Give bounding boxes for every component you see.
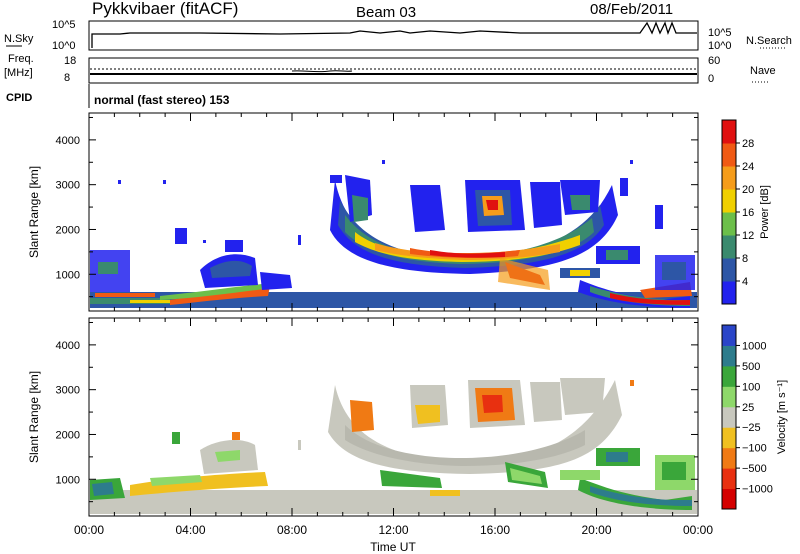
cpid-text: normal (fast stereo) 153 — [94, 93, 230, 107]
colorbar-tick-label: 12 — [742, 230, 754, 242]
y-tick-label: 3000 — [56, 180, 80, 192]
colorbar-segment — [722, 281, 736, 305]
colorbar-tick-label: −100 — [742, 443, 767, 455]
colorbar-segment — [722, 468, 736, 490]
y-tick-label: 1000 — [56, 269, 80, 281]
nsky-tick-low: 10^0 — [52, 40, 76, 52]
power-panel: Slant Range [km] 1000 2000 3000 4000 4 8 12 16… — [27, 112, 771, 312]
nave-label: Nave — [750, 65, 776, 77]
power-colorbar-label: Power [dB] — [759, 185, 771, 239]
y-tick-label: 4000 — [56, 135, 80, 147]
colorbar-tick-label: −500 — [742, 463, 767, 475]
colorbar-segment — [722, 325, 736, 346]
y-tick-label: 4000 — [56, 340, 80, 352]
colorbar-segment — [722, 120, 736, 144]
nave-dip — [291, 70, 353, 73]
colorbar-segment — [722, 166, 736, 190]
cpid-panel: CPID normal (fast stereo) 153 — [6, 84, 230, 108]
xaxis-label: Time UT — [370, 540, 416, 554]
velocity-yticks: 1000 2000 3000 4000 — [56, 321, 698, 503]
colorbar-segment — [722, 386, 736, 408]
velocity-colorbar-label: Velocity [m s⁻¹] — [776, 380, 788, 454]
power-colorbar: 4 8 12 16 20 24 28 — [721, 119, 754, 305]
colorbar-segment — [722, 447, 736, 469]
freq-tick-low: 8 — [64, 72, 70, 84]
x-tick-label: 04:00 — [175, 523, 205, 537]
velocity-xticks: 00:00 04:00 08:00 12:00 16:00 20:00 00:00 — [74, 318, 713, 537]
colorbar-tick-label: 25 — [742, 402, 754, 414]
x-tick-label: 08:00 — [277, 523, 307, 537]
colorbar-tick-label: 1000 — [742, 340, 766, 352]
colorbar-tick-label: 8 — [742, 253, 748, 265]
nsky-trace — [91, 21, 697, 48]
colorbar-tick-label: −25 — [742, 422, 761, 434]
station-title: Pykkvibaer (fitACF) — [92, 0, 238, 18]
colorbar-segment — [722, 258, 736, 282]
colorbar-segment — [722, 345, 736, 367]
y-tick-label: 2000 — [56, 224, 80, 236]
y-tick-label: 1000 — [56, 474, 80, 486]
colorbar-segment — [722, 235, 736, 259]
nsearch-tick-low: 10^0 — [708, 40, 732, 52]
x-tick-label: 16:00 — [480, 523, 510, 537]
colorbar-segment — [722, 143, 736, 167]
velocity-colorbar: 1000 500 100 25 −25 −100 −500 −1000 — [721, 324, 773, 510]
colorbar-tick-label: 24 — [742, 161, 754, 173]
colorbar-segment — [722, 365, 736, 387]
x-tick-label: 00:00 — [74, 523, 104, 537]
x-tick-label: 00:00 — [683, 523, 713, 537]
colorbar-segment — [722, 488, 736, 510]
nave-tick-low: 0 — [708, 73, 714, 85]
colorbar-segment — [722, 189, 736, 213]
nsky-label: N.Sky — [4, 33, 34, 45]
nsearch-label: N.Search — [746, 35, 792, 47]
nsky-panel: N.Sky 10^5 10^0 N.Search 10^5 10^0 — [4, 19, 792, 52]
colorbar-tick-label: 500 — [742, 361, 760, 373]
colorbar-tick-label: 4 — [742, 276, 748, 288]
velocity-heatmap — [90, 378, 697, 514]
colorbar-tick-label: 16 — [742, 207, 754, 219]
freq-tick-high: 18 — [64, 55, 76, 67]
colorbar-frame — [721, 324, 737, 510]
velocity-ylabel: Slant Range [km] — [27, 371, 41, 463]
x-tick-label: 12:00 — [378, 523, 408, 537]
y-tick-label: 2000 — [56, 429, 80, 441]
nave-tick-high: 60 — [708, 55, 720, 67]
freq-label-2: [MHz] — [4, 67, 33, 79]
freq-panel: Freq. [MHz] 18 8 Nave 60 0 — [4, 53, 776, 85]
x-tick-label: 20:00 — [581, 523, 611, 537]
cpid-label: CPID — [6, 92, 32, 104]
colorbar-tick-label: −1000 — [742, 484, 773, 496]
power-yticks: 1000 2000 3000 4000 — [56, 116, 698, 298]
nsearch-tick-high: 10^5 — [708, 27, 732, 39]
freq-label-1: Freq. — [8, 53, 34, 65]
nsky-tick-high: 10^5 — [52, 19, 76, 31]
colorbar-segment — [722, 212, 736, 236]
colorbar-tick-label: 100 — [742, 381, 760, 393]
y-tick-label: 3000 — [56, 385, 80, 397]
colorbar-segment — [722, 427, 736, 449]
beam-title: Beam 03 — [356, 4, 416, 21]
power-xticks — [88, 113, 699, 311]
power-ylabel: Slant Range [km] — [27, 166, 41, 258]
colorbar-tick-label: 28 — [742, 138, 754, 150]
colorbar-segment — [722, 406, 736, 428]
power-heatmap — [90, 160, 697, 308]
date-title: 08/Feb/2011 — [590, 1, 673, 18]
colorbar-tick-label: 20 — [742, 184, 754, 196]
